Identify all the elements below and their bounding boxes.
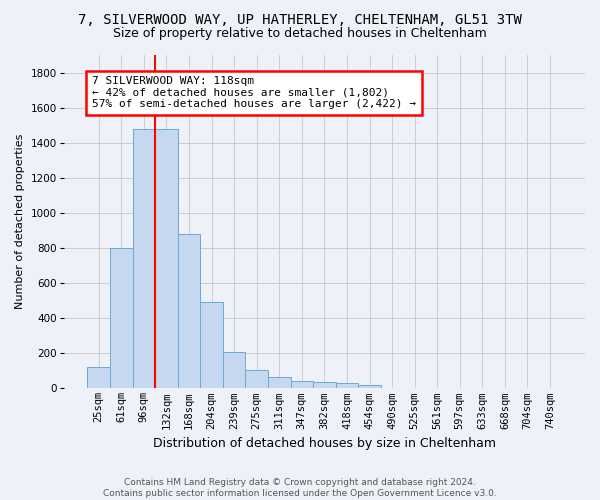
Bar (245, 370, 268, 388)
Bar (335, 384, 358, 388)
Bar (223, 352, 245, 388)
Bar (155, 128, 178, 388)
Bar (110, 248, 133, 388)
Bar (358, 385, 381, 388)
Text: 7 SILVERWOOD WAY: 118sqm
← 42% of detached houses are smaller (1,802)
57% of sem: 7 SILVERWOOD WAY: 118sqm ← 42% of detach… (92, 76, 416, 110)
X-axis label: Distribution of detached houses by size in Cheltenham: Distribution of detached houses by size … (153, 437, 496, 450)
Y-axis label: Number of detached properties: Number of detached properties (15, 134, 25, 310)
Bar (313, 382, 335, 388)
Bar (133, 128, 155, 388)
Text: Contains HM Land Registry data © Crown copyright and database right 2024.
Contai: Contains HM Land Registry data © Crown c… (103, 478, 497, 498)
Bar (268, 377, 290, 388)
Text: 7, SILVERWOOD WAY, UP HATHERLEY, CHELTENHAM, GL51 3TW: 7, SILVERWOOD WAY, UP HATHERLEY, CHELTEN… (78, 12, 522, 26)
Text: Size of property relative to detached houses in Cheltenham: Size of property relative to detached ho… (113, 28, 487, 40)
Bar (88, 368, 110, 388)
Bar (290, 381, 313, 388)
Bar (200, 302, 223, 388)
Bar (178, 234, 200, 388)
